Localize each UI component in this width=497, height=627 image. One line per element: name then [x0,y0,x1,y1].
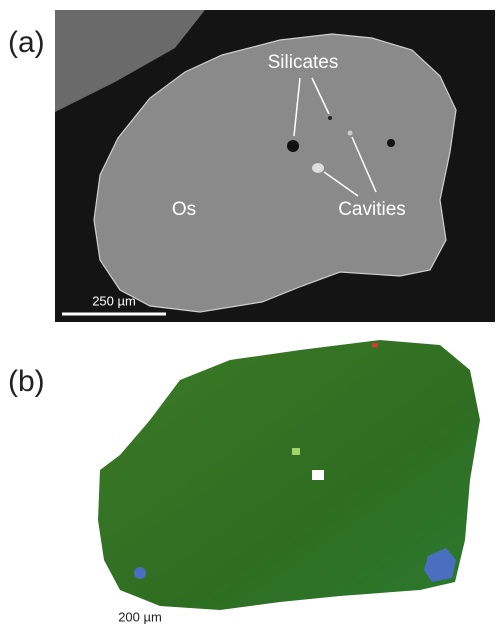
scale-label: 250 µm [92,293,136,308]
panel-label: (a) [8,26,45,59]
inclusion [387,139,395,147]
annotation: Silicates [268,52,339,73]
orientation-map [98,340,480,610]
panel-b: 200 µm (b) [8,340,480,624]
grain-patch [134,567,146,579]
annotation: Os [172,199,196,220]
scale-label: 200 µm [118,609,162,624]
grain-spot [372,343,378,347]
annotation: Cavities [338,199,406,220]
inclusion [292,448,300,455]
cavity [312,163,324,173]
panel-label: (b) [8,365,45,398]
cavity [312,470,324,480]
silicate-inclusion [328,116,332,120]
panel-a: Silicates Cavities Os 250 µm (a) [8,10,495,322]
silicate-inclusion [287,140,299,152]
figure: Silicates Cavities Os 250 µm (a) 200 µm … [0,0,497,627]
cavity [348,131,353,136]
